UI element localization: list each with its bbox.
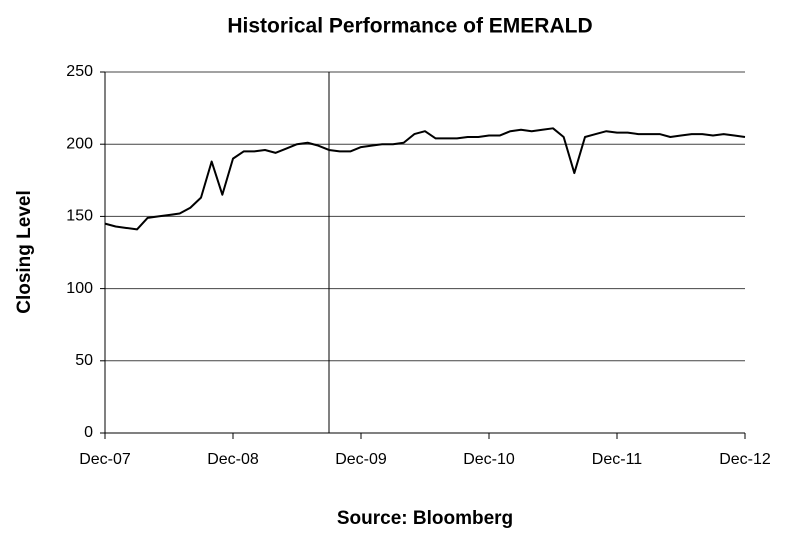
y-tick-label: 0 [84,424,93,441]
x-tick-label: Dec-07 [79,451,131,468]
y-tick-label: 100 [66,280,93,297]
y-axis-label: Closing Level [14,190,35,314]
x-tick-label: Dec-08 [207,451,259,468]
y-tick-label: 50 [75,352,93,369]
chart-title: Historical Performance of EMERALD [227,15,592,38]
y-tick-label: 200 [66,135,93,152]
y-tick-label: 150 [66,208,93,225]
x-tick-label: Dec-10 [463,451,515,468]
y-tick-label: 250 [66,63,93,80]
x-tick-label: Dec-09 [335,451,387,468]
source-note: Source: Bloomberg [337,508,513,529]
x-tick-label: Dec-12 [719,451,771,468]
data-line [104,127,746,231]
x-tick-label: Dec-11 [592,451,642,468]
